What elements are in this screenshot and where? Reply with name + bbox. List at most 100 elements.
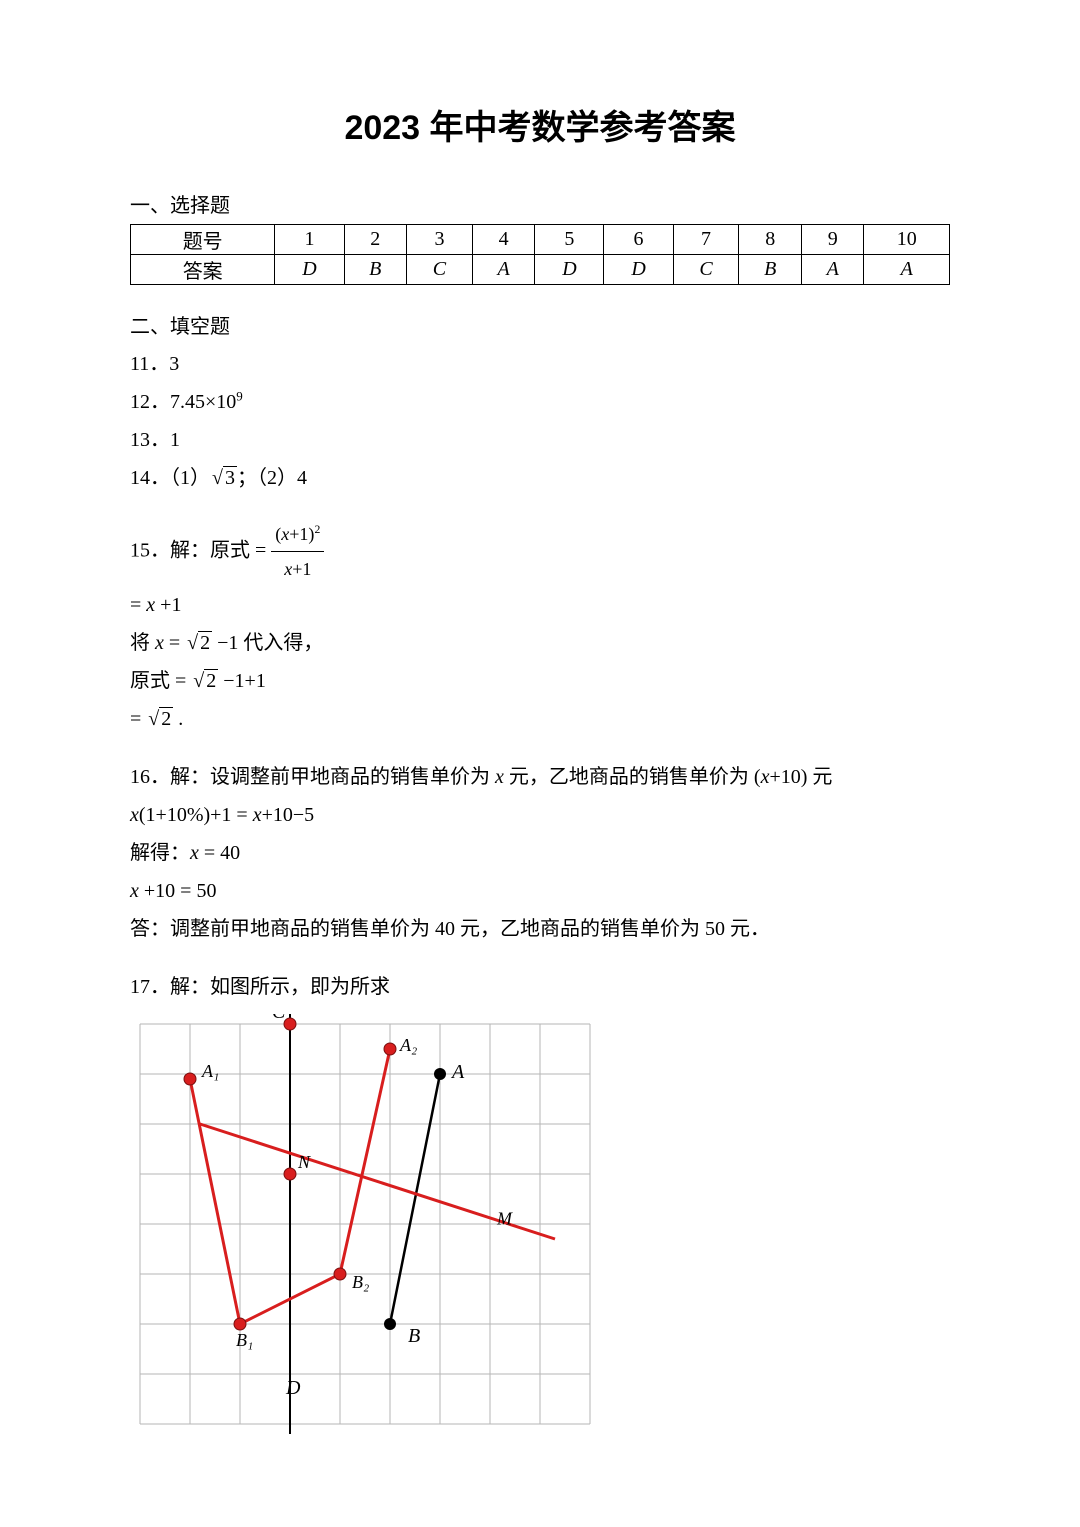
page: 2023 年中考数学参考答案 一、选择题 题号 1 2 3 4 5 6 7 8 … [0,0,1080,1499]
table-cell: 4 [472,225,535,255]
var-x: x [146,594,155,616]
table-cell: A [864,255,950,285]
svg-text:A₂: A₂ [399,1035,417,1055]
table-cell: A [801,255,864,285]
q12-prefix: 12． [130,391,170,413]
sqrt-icon: 3 [210,459,237,497]
radicand: 2 [159,707,173,730]
q16-l1: 16．解：设调整前甲地商品的销售单价为 x 元，乙地商品的销售单价为 (x+10… [130,758,950,796]
table-cell: 8 [739,225,802,255]
txt: 元，乙地商品的销售单价为 [504,766,754,788]
q12-exp: 9 [236,388,243,403]
q15-l3: 将 x = 2 −1 代入得， [130,624,950,662]
var-x: x [190,842,199,864]
q15-l5: = 2 . [130,700,950,738]
txt: 元 [807,766,832,788]
var-x: x [495,766,504,788]
sqrt-icon: 2 [185,624,212,662]
var-x: x [253,804,262,826]
q16-l3: 解得：x = 40 [130,834,950,872]
table-cell: 3 [407,225,473,255]
svg-text:A₁: A₁ [201,1061,219,1081]
table-row: 答案 D B C A D D C B A A [131,255,950,285]
q15-prefix: 15．解：原式 [130,539,250,561]
var-x: x [130,880,139,902]
q15-l4: 原式 = 2 −1+1 [130,662,950,700]
table-cell: 2 [344,225,407,255]
table-cell: C [673,255,739,285]
table-cell: D [535,255,604,285]
q14-mid: ；（2）4 [237,467,307,489]
txt: = 40 [199,842,240,864]
txt: +10 = 50 [139,880,217,902]
table-cell: D [275,255,344,285]
row-label: 答案 [131,255,275,285]
q12: 12．7.45×109 [130,383,950,421]
eq: = [255,539,266,561]
denominator: x+1 [271,552,324,586]
q17-diagram: C D A B A₁ B₁ B₂ A₂ N M [130,1014,950,1449]
numerator: (x+1)2 [271,517,324,552]
txt: 解得： [130,842,190,864]
svg-text:B₁: B₁ [236,1330,253,1350]
txt: = [164,632,185,654]
q15-l1: 15．解：原式 = (x+1)2 x+1 [130,517,950,586]
table-cell: 10 [864,225,950,255]
table-cell: 6 [604,225,673,255]
radicand: 2 [198,631,212,654]
table-cell: B [739,255,802,285]
txt: +1) [289,524,314,544]
sqrt-icon: 2 [146,700,173,738]
table-cell: 1 [275,225,344,255]
q16-l4: x +10 = 50 [130,872,950,910]
table-cell: B [344,255,407,285]
table-cell: A [472,255,535,285]
txt: −1+1 [218,670,266,692]
svg-text:A: A [450,1061,465,1083]
table-cell: 5 [535,225,604,255]
radicand: 2 [204,669,218,692]
txt: = [130,708,146,730]
q15: 15．解：原式 = (x+1)2 x+1 = x +1 将 x = 2 −1 代… [130,517,950,738]
radicand: 3 [223,466,237,489]
q13: 13．1 [130,421,950,459]
txt: +10−5 [262,804,315,826]
txt: +1 [155,594,181,616]
q15-l2: = x +1 [130,586,950,624]
txt: +1 [292,559,311,579]
section-1-heading: 一、选择题 [130,189,950,218]
svg-text:N: N [297,1152,311,1172]
txt: 16．解：设调整前甲地商品的销售单价为 [130,766,495,788]
q14-prefix: 14．（1） [130,467,210,489]
svg-text:B: B [408,1325,420,1347]
svg-text:B₂: B₂ [352,1272,369,1292]
txt: . [173,708,183,730]
q11: 11．3 [130,345,950,383]
row-label: 题号 [131,225,275,255]
grid-diagram: C D A B A₁ B₁ B₂ A₂ N M [130,1014,610,1444]
txt: −1 代入得， [212,632,323,654]
page-title: 2023 年中考数学参考答案 [130,100,950,149]
var-x: x [155,632,164,654]
exp: 2 [314,523,320,536]
q14: 14．（1） 3；（2）4 [130,459,950,497]
q16-l2: x(1+10%)+1 = x+10−5 [130,796,950,834]
section-2-heading: 二、填空题 [130,310,950,339]
table-row: 题号 1 2 3 4 5 6 7 8 9 10 [131,225,950,255]
table-cell: C [407,255,473,285]
table-cell: D [604,255,673,285]
table-cell: 9 [801,225,864,255]
txt: 原式 = [130,670,191,692]
table-cell: 7 [673,225,739,255]
q17-text: 17．解：如图所示，即为所求 [130,968,950,1006]
svg-text:D: D [285,1377,301,1399]
fraction: (x+1)2 x+1 [271,517,324,586]
svg-text:M: M [496,1209,513,1229]
svg-text:C: C [272,1014,286,1023]
fill-answers: 11．3 12．7.45×109 13．1 14．（1） 3；（2）4 [130,345,950,497]
txt: 将 [130,632,155,654]
txt: = [130,594,146,616]
sqrt-icon: 2 [191,662,218,700]
q16-l5: 答：调整前甲地商品的销售单价为 40 元，乙地商品的销售单价为 50 元． [130,910,950,948]
var-x: x [130,804,139,826]
